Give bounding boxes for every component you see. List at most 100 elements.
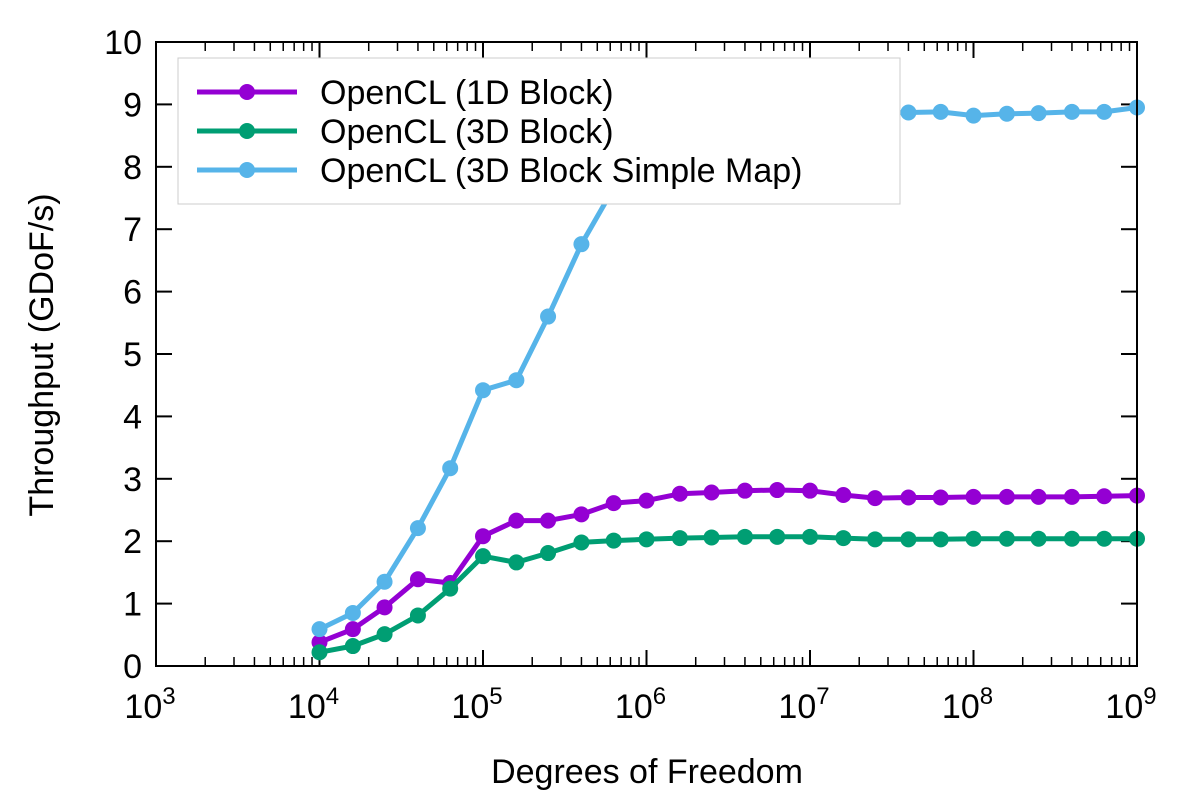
x-tick-label: 109: [1105, 683, 1156, 726]
data-point: [409, 607, 426, 624]
data-point: [802, 482, 818, 499]
data-point: [409, 571, 426, 588]
data-point: [998, 488, 1015, 505]
data-point: [900, 104, 917, 121]
x-tick-label: 108: [942, 683, 993, 726]
x-tick-exponent: 7: [816, 683, 829, 710]
data-point: [736, 528, 753, 545]
data-point: [1063, 103, 1080, 120]
data-point: [1030, 530, 1047, 547]
data-point: [671, 530, 688, 547]
data-point: [344, 638, 361, 655]
y-tick-label: 9: [123, 86, 142, 124]
plot-frame: [155, 41, 1138, 667]
data-point: [835, 487, 852, 504]
data-point: [442, 460, 459, 477]
x-tick-base: 10: [778, 688, 816, 726]
x-axis-title: Degrees of Freedom: [491, 753, 803, 791]
data-point: [932, 489, 949, 506]
data-point: [703, 529, 720, 546]
data-point: [769, 482, 786, 499]
legend-box: [177, 57, 901, 205]
data-point: [409, 520, 426, 537]
legend-marker: [239, 123, 255, 139]
x-tick-exponent: 3: [162, 683, 175, 710]
data-point: [508, 372, 525, 389]
data-point: [1063, 530, 1080, 547]
data-point: [508, 512, 525, 529]
x-tick-base: 10: [942, 688, 980, 726]
data-point: [376, 599, 393, 616]
data-point: [540, 308, 557, 325]
x-tick-base: 10: [288, 688, 326, 726]
x-tick-label: 105: [451, 683, 502, 726]
y-tick-label: 3: [123, 461, 142, 499]
x-tick-base: 10: [1105, 688, 1143, 726]
data-point: [475, 382, 491, 399]
data-point: [573, 236, 590, 253]
data-point: [1096, 103, 1113, 120]
data-point: [605, 532, 622, 549]
data-point: [900, 489, 917, 506]
data-point: [573, 534, 590, 551]
x-tick-exponent: 6: [653, 683, 666, 710]
data-point: [998, 530, 1015, 547]
legend-marker: [239, 84, 255, 100]
x-tick-exponent: 4: [326, 683, 339, 710]
legend-label: OpenCL (1D Block): [320, 74, 614, 112]
data-point: [638, 531, 655, 548]
data-point: [344, 621, 361, 638]
legend-label: OpenCL (3D Block): [320, 113, 614, 151]
y-tick-label: 5: [123, 336, 142, 374]
data-point: [998, 105, 1015, 122]
data-point: [311, 644, 328, 661]
legend-label: OpenCL (3D Block Simple Map): [320, 152, 802, 190]
x-tick-label: 107: [778, 683, 829, 726]
series-line: [318, 487, 1138, 645]
data-point: [703, 484, 720, 501]
x-tick-base: 10: [615, 688, 653, 726]
x-tick-base: 10: [124, 688, 162, 726]
y-tick-label: 2: [123, 523, 142, 561]
legend-marker: [239, 162, 255, 178]
data-point: [900, 531, 917, 548]
data-point: [540, 512, 557, 529]
y-tick-label: 7: [123, 211, 142, 249]
data-point: [573, 506, 590, 523]
legend: OpenCL (1D Block)OpenCL (3D Block)OpenCL…: [177, 57, 901, 205]
data-point: [1096, 488, 1113, 505]
data-point: [1030, 488, 1047, 505]
y-tick-label: 8: [123, 149, 142, 187]
series-2: [311, 528, 1145, 661]
x-tick-label: 104: [288, 683, 339, 726]
data-point: [1063, 488, 1080, 505]
data-point: [344, 604, 361, 621]
data-point: [835, 530, 852, 547]
y-tick-label: 6: [123, 274, 142, 312]
data-point: [475, 548, 491, 565]
data-point: [540, 545, 557, 562]
x-tick-exponent: 8: [980, 683, 993, 710]
data-point: [605, 495, 622, 512]
x-tick-exponent: 9: [1143, 683, 1156, 710]
x-tick-base: 10: [451, 688, 489, 726]
data-point: [638, 492, 655, 509]
data-point: [442, 580, 459, 597]
data-point: [376, 626, 393, 643]
data-point: [932, 531, 949, 548]
data-point: [965, 530, 982, 547]
y-tick-label: 0: [123, 648, 142, 686]
data-point: [769, 528, 786, 545]
data-point: [376, 573, 393, 590]
series-1: [311, 482, 1145, 651]
data-point: [671, 485, 688, 502]
data-point: [736, 482, 753, 499]
y-tick-label: 1: [123, 586, 142, 624]
data-point: [475, 528, 491, 545]
data-point: [802, 528, 818, 545]
y-tick-label: 10: [104, 24, 142, 62]
series-line: [319, 534, 1137, 655]
data-point: [965, 488, 982, 505]
